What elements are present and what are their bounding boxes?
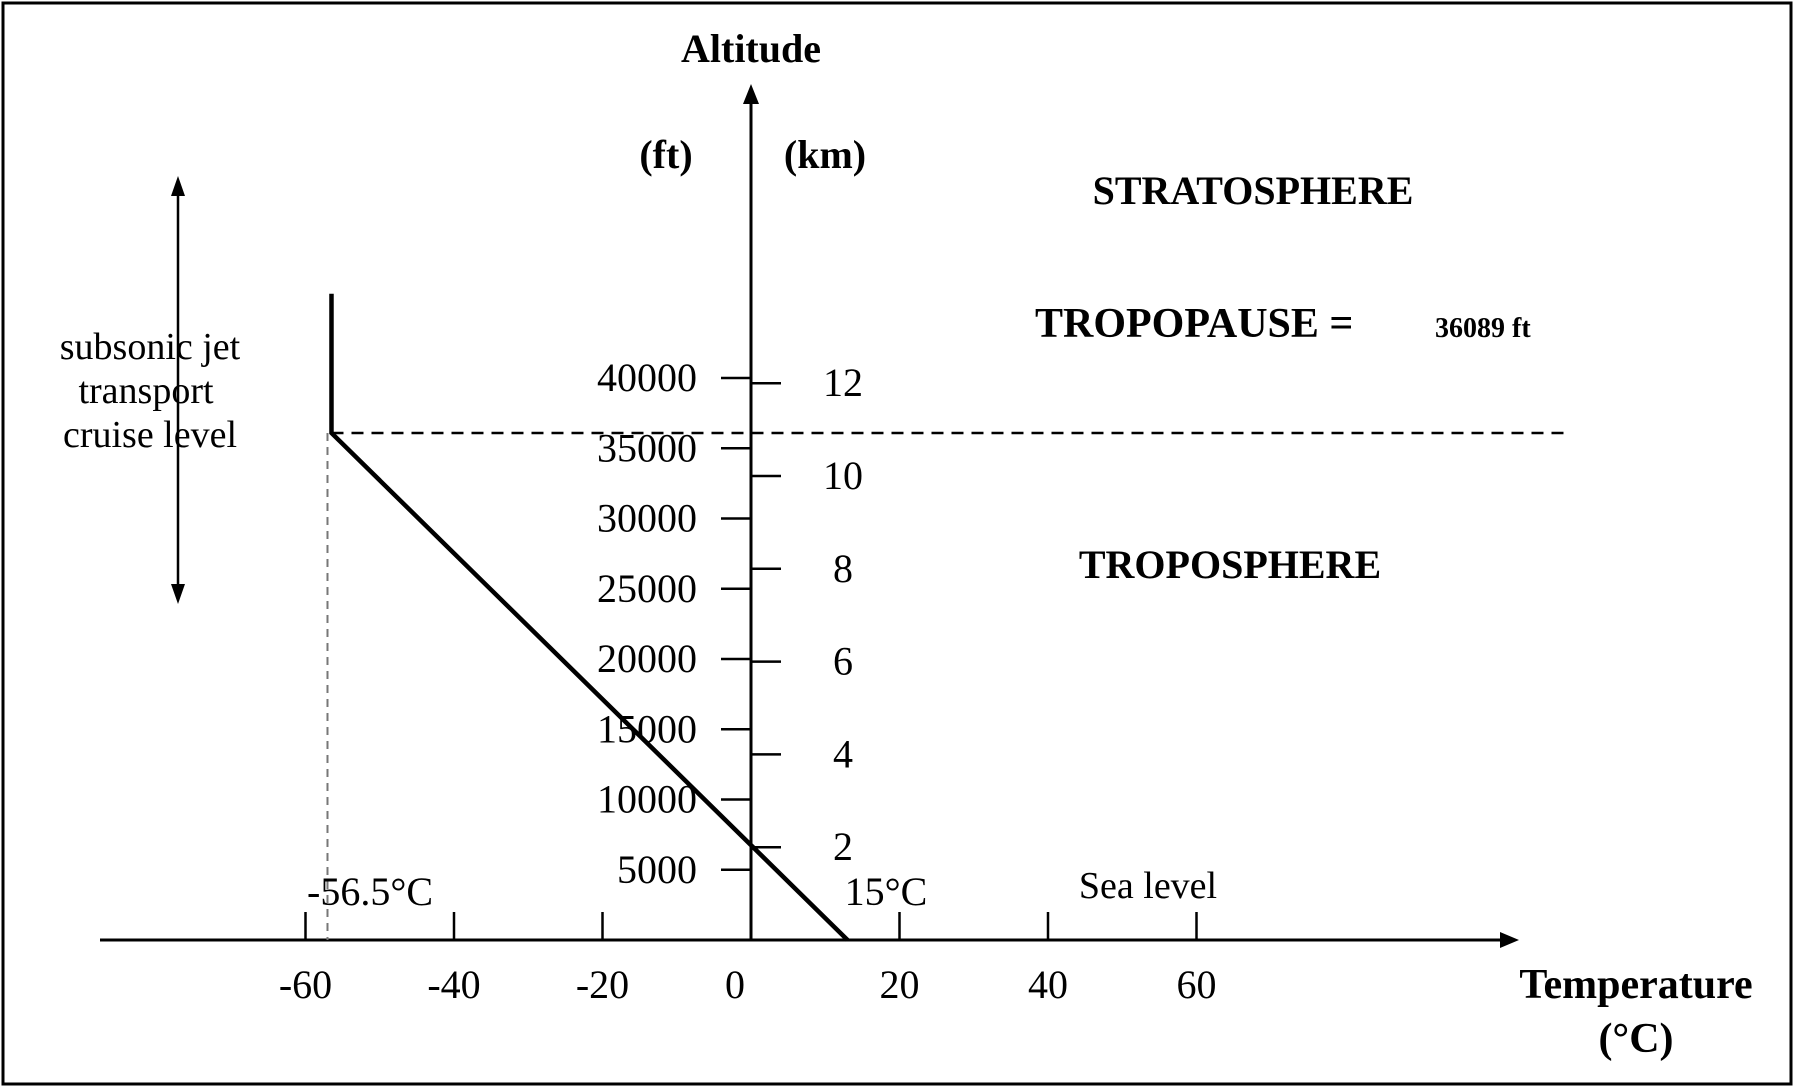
x-tick-label: -20 [576, 962, 629, 1007]
arrow-up-icon [171, 176, 185, 196]
stratosphere-label: STRATOSPHERE [1093, 168, 1414, 213]
low-temp-label: -56.5°C [307, 869, 433, 914]
y-unit-ft: (ft) [639, 132, 692, 177]
x-tick-label: 60 [1177, 962, 1217, 1007]
km-tick-label: 6 [833, 639, 853, 684]
sea-level-label: Sea level [1079, 865, 1217, 907]
ft-tick-label: 30000 [597, 496, 697, 541]
cruise-label-line2: transport [78, 370, 214, 412]
x-axis-title: Temperature [1519, 962, 1752, 1008]
km-tick-label: 10 [823, 453, 863, 498]
ft-tick-label: 25000 [597, 566, 697, 611]
x-tick-label: -40 [427, 962, 480, 1007]
cruise-label-line1: subsonic jet [60, 326, 241, 368]
ft-tick-label: 20000 [597, 636, 697, 681]
x-tick-label: 20 [880, 962, 920, 1007]
arrow-down-icon [171, 584, 185, 604]
tropopause-label: TROPOPAUSE = [1035, 301, 1353, 347]
troposphere-label: TROPOSPHERE [1079, 542, 1381, 587]
cruise-label-line3: cruise level [63, 414, 237, 456]
y-axis-title: Altitude [681, 26, 821, 71]
x-axis-unit: (°C) [1598, 1016, 1673, 1062]
y-axis-arrow-icon [743, 84, 759, 104]
x-tick-label: 0 [725, 962, 745, 1007]
x-tick-group: -60 -40 -20 0 20 40 60 [279, 912, 1217, 1007]
x-axis-arrow-icon [1500, 932, 1519, 948]
sea-temp-label: 15°C [845, 869, 928, 914]
km-tick-label: 4 [833, 731, 853, 776]
tropopause-value: 36089 ft [1435, 313, 1531, 344]
ft-tick-label: 40000 [597, 355, 697, 400]
y-unit-km: (km) [784, 132, 866, 177]
ft-tick-label: 10000 [597, 777, 697, 822]
km-tick-label: 12 [823, 360, 863, 405]
km-tick-label: 8 [833, 546, 853, 591]
ft-tick-label: 5000 [617, 847, 697, 892]
km-tick-group: 2 4 6 8 10 12 [751, 360, 863, 869]
x-tick-label: 40 [1028, 962, 1068, 1007]
x-tick-label: -60 [279, 962, 332, 1007]
km-tick-label: 2 [833, 824, 853, 869]
temperature-profile-line [329, 293, 850, 942]
